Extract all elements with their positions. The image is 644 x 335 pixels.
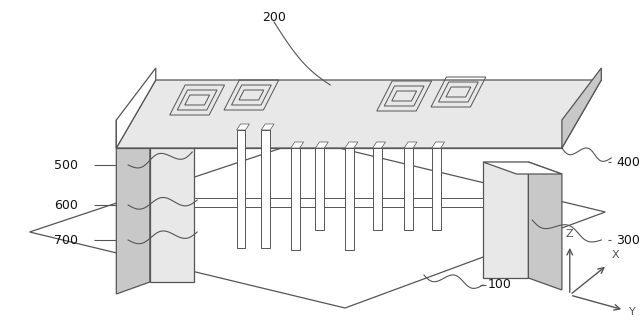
Polygon shape: [528, 162, 562, 290]
Text: 100: 100: [488, 278, 512, 291]
Text: Z: Z: [566, 229, 574, 239]
Text: 400: 400: [616, 155, 640, 169]
Polygon shape: [236, 124, 249, 130]
Polygon shape: [316, 148, 325, 230]
Polygon shape: [30, 140, 605, 308]
Polygon shape: [194, 198, 483, 207]
Text: Y: Y: [629, 307, 636, 317]
Polygon shape: [261, 130, 270, 248]
Text: 200: 200: [262, 10, 286, 23]
Text: 700: 700: [54, 233, 78, 247]
Text: X: X: [611, 250, 619, 260]
Polygon shape: [345, 148, 354, 250]
Polygon shape: [404, 142, 417, 148]
Polygon shape: [431, 148, 440, 230]
Polygon shape: [404, 148, 413, 230]
Polygon shape: [431, 142, 444, 148]
Polygon shape: [316, 142, 328, 148]
Polygon shape: [373, 148, 381, 230]
Polygon shape: [483, 162, 528, 278]
Text: 600: 600: [54, 199, 78, 211]
Polygon shape: [373, 142, 386, 148]
Polygon shape: [345, 142, 358, 148]
Polygon shape: [483, 162, 562, 174]
Text: 300: 300: [616, 233, 640, 247]
Polygon shape: [117, 108, 150, 294]
Polygon shape: [562, 68, 601, 148]
Polygon shape: [117, 120, 562, 148]
Polygon shape: [291, 148, 299, 250]
Polygon shape: [117, 68, 156, 148]
Polygon shape: [236, 130, 245, 248]
Polygon shape: [117, 80, 601, 148]
Polygon shape: [117, 108, 194, 120]
Text: 500: 500: [54, 158, 78, 172]
Polygon shape: [291, 142, 303, 148]
Polygon shape: [261, 124, 274, 130]
Polygon shape: [150, 108, 194, 282]
